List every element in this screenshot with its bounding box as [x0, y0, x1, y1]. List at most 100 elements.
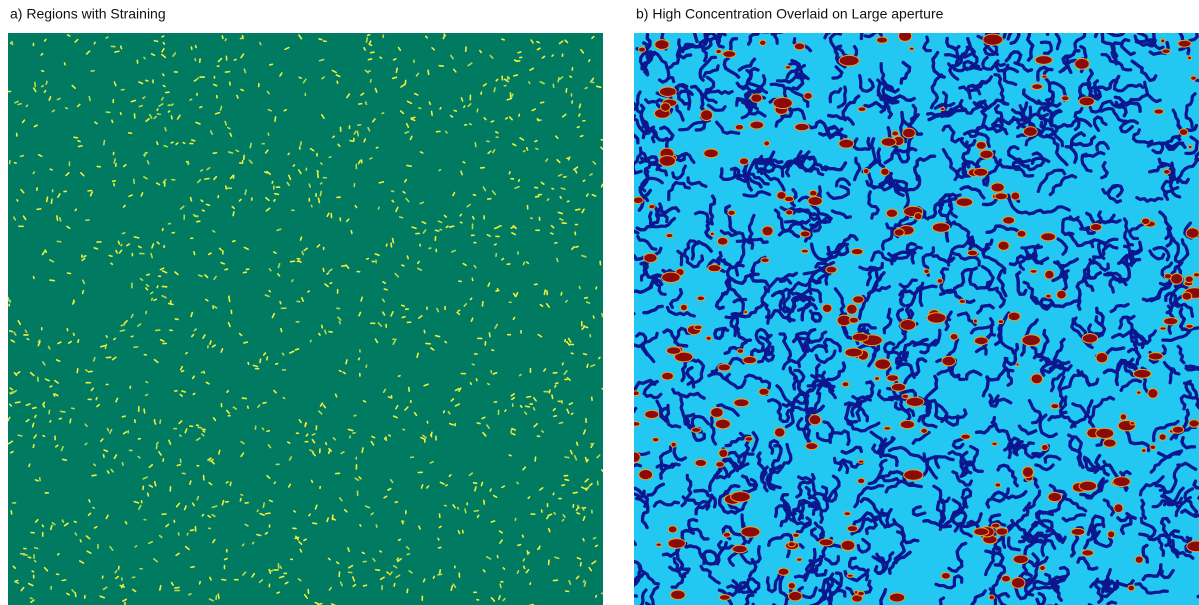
hotspot: [906, 397, 924, 406]
speckle: [253, 365, 257, 366]
speckle: [394, 59, 396, 60]
speckle: [370, 80, 371, 82]
speckle: [506, 118, 508, 119]
speckle: [400, 217, 403, 218]
hotspot: [1191, 76, 1197, 80]
hotspot: [716, 49, 721, 53]
speckle: [482, 302, 483, 306]
speckle: [518, 545, 521, 546]
speckle: [177, 465, 180, 466]
speckle: [597, 86, 601, 87]
hotspot: [719, 595, 730, 601]
speckle: [229, 298, 230, 302]
speckle: [227, 391, 228, 392]
hotspot: [737, 349, 743, 354]
hotspot: [844, 512, 851, 516]
speckle: [146, 80, 148, 81]
hotspot: [1045, 270, 1055, 279]
speckle: [43, 436, 45, 437]
speckle: [577, 442, 578, 445]
speckle: [536, 196, 539, 197]
hotspot: [744, 311, 747, 314]
speckle: [551, 233, 553, 234]
speckle: [18, 104, 21, 105]
hotspot: [667, 347, 681, 355]
speckle: [84, 256, 86, 257]
speckle: [42, 86, 43, 87]
speckle: [200, 582, 201, 584]
hotspot: [989, 595, 994, 600]
speckle: [517, 571, 518, 573]
speckle: [593, 316, 594, 318]
speckle: [274, 200, 275, 202]
hotspot: [652, 438, 659, 442]
speckle: [579, 104, 580, 107]
speckle: [266, 513, 270, 514]
speckle: [209, 253, 211, 254]
hotspot: [1128, 585, 1135, 591]
speckle: [113, 181, 116, 182]
speckle: [63, 459, 67, 460]
hotspot: [760, 40, 766, 45]
hotspot: [851, 248, 863, 254]
hotspot: [1120, 414, 1126, 420]
speckle: [242, 398, 246, 399]
speckle: [446, 485, 447, 486]
hotspot: [1108, 531, 1115, 538]
speckle: [163, 86, 165, 87]
hotspot: [715, 419, 730, 429]
speckle: [155, 482, 156, 486]
speckle: [495, 244, 497, 245]
speckle: [32, 571, 33, 572]
speckle: [523, 535, 524, 537]
speckle: [313, 523, 317, 524]
hotspot: [1096, 352, 1108, 362]
speckle: [474, 483, 477, 484]
speckle: [585, 298, 588, 299]
hotspot: [1114, 504, 1123, 513]
hotspot: [1051, 404, 1059, 409]
speckle: [559, 422, 562, 423]
speckle: [326, 443, 327, 445]
speckle: [474, 511, 478, 512]
speckle: [74, 521, 76, 522]
speckle: [372, 436, 375, 437]
speckle: [465, 509, 466, 513]
speckle: [366, 102, 367, 104]
hotspot: [1130, 421, 1135, 425]
speckle: [565, 457, 569, 458]
speckle: [319, 39, 322, 40]
hotspot: [950, 334, 958, 340]
speckle: [405, 80, 406, 84]
speckle: [192, 140, 195, 141]
speckle: [370, 45, 372, 46]
speckle: [300, 549, 301, 551]
hotspot: [1188, 145, 1192, 148]
hotspot: [1103, 439, 1116, 447]
speckle: [325, 330, 326, 333]
speckle: [222, 580, 226, 581]
hotspot: [723, 532, 730, 537]
hotspot: [991, 183, 1004, 192]
speckle: [547, 517, 548, 519]
speckle: [585, 88, 587, 89]
hotspot: [704, 149, 719, 158]
speckle: [393, 77, 397, 78]
hotspot: [904, 470, 923, 480]
speckle: [596, 545, 598, 546]
speckle: [283, 398, 284, 399]
hotspot: [1030, 270, 1037, 274]
speckle: [384, 289, 387, 290]
speckle: [300, 142, 301, 145]
speckle: [321, 183, 322, 184]
speckle: [589, 60, 590, 62]
speckle: [281, 329, 282, 332]
hotspot: [858, 107, 866, 112]
speckle: [155, 422, 156, 424]
hotspot: [751, 94, 762, 103]
hotspot: [801, 249, 808, 253]
hotspot: [1154, 109, 1164, 114]
speckle: [590, 82, 593, 83]
speckle: [587, 302, 590, 303]
hotspot: [759, 388, 769, 395]
